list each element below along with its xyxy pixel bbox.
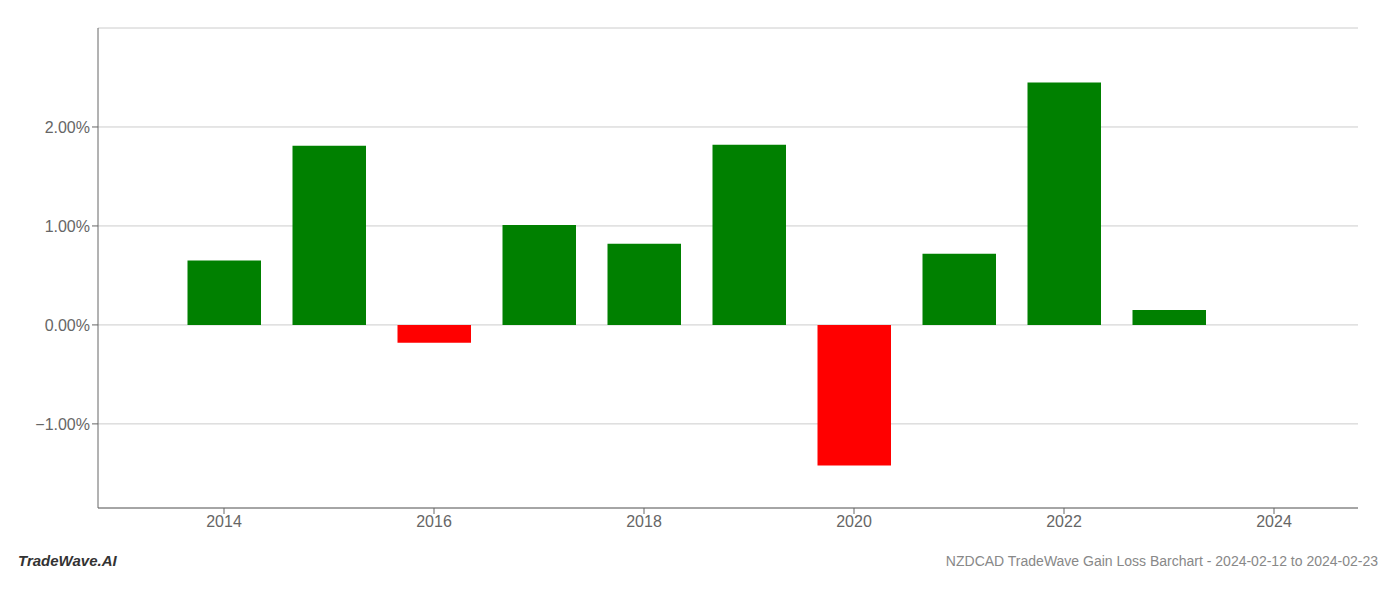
svg-text:2014: 2014 [206, 513, 242, 530]
svg-text:1.00%: 1.00% [45, 218, 90, 235]
svg-text:−1.00%: −1.00% [35, 416, 90, 433]
html-text:TradeWave.AI: TradeWave.AI [18, 552, 117, 569]
svg-text:2018: 2018 [626, 513, 662, 530]
svg-text:2022: 2022 [1046, 513, 1082, 530]
svg-text:2020: 2020 [836, 513, 872, 530]
svg-text:2.00%: 2.00% [45, 119, 90, 136]
svg-text:2016: 2016 [416, 513, 452, 530]
svg-text:2024: 2024 [1256, 513, 1292, 530]
svg-text:0.00%: 0.00% [45, 317, 90, 334]
html-text:NZDCAD TradeWave Gain Loss Bar: NZDCAD TradeWave Gain Loss Barchart - 20… [945, 553, 1378, 569]
